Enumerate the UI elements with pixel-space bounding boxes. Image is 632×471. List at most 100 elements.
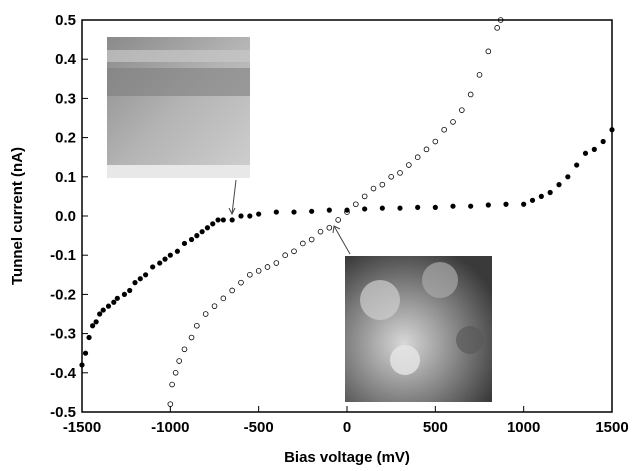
x-tick-label: -1500 [63, 419, 101, 436]
data-point [247, 213, 253, 219]
data-point [600, 138, 606, 145]
data-point [300, 240, 306, 247]
data-point [459, 107, 465, 113]
y-tick-label: 0.0 [55, 208, 76, 225]
data-point [309, 208, 315, 214]
data-point [215, 217, 221, 223]
data-point [93, 319, 99, 325]
y-tick-label: -0.5 [50, 404, 76, 421]
data-point [143, 272, 149, 278]
data-point [574, 162, 580, 168]
data-point [406, 162, 412, 168]
data-point [344, 207, 350, 213]
data-point [256, 211, 262, 217]
data-point [167, 401, 174, 407]
data-point [485, 48, 492, 55]
data-point [199, 229, 205, 235]
data-point [220, 295, 227, 302]
x-tick-label: 1500 [595, 419, 628, 436]
data-point [485, 202, 491, 208]
data-point [127, 287, 133, 294]
data-point [432, 204, 438, 210]
data-point [335, 217, 341, 223]
data-point [137, 276, 143, 282]
data-point [291, 248, 297, 255]
data-point [450, 119, 456, 125]
data-point [344, 209, 350, 215]
data-point [79, 362, 85, 368]
x-tick-label: 1000 [507, 419, 540, 436]
data-point [247, 271, 253, 278]
data-point [273, 260, 280, 266]
data-point [379, 181, 386, 188]
data-point [220, 217, 226, 223]
data-point [503, 201, 509, 207]
arrow [228, 179, 351, 255]
data-point [317, 228, 324, 235]
data-point [497, 17, 504, 23]
data-point [282, 252, 288, 259]
data-point [476, 72, 483, 78]
data-point [582, 150, 589, 156]
data-point [538, 193, 544, 199]
data-point [211, 303, 218, 309]
data-point [291, 209, 297, 215]
data-point [90, 323, 96, 329]
data-point [181, 346, 188, 353]
x-axis-label: Bias voltage (mV) [284, 449, 410, 466]
data-point [97, 311, 103, 317]
data-point [114, 295, 120, 301]
data-point [609, 127, 615, 133]
data-point [264, 264, 271, 270]
data-point [188, 334, 195, 341]
data-point [229, 217, 235, 223]
data-point [565, 174, 571, 180]
data-point [188, 236, 195, 243]
data-point [105, 303, 112, 309]
data-point [423, 146, 430, 153]
data-point [100, 307, 106, 313]
data-point [308, 236, 315, 243]
data-point [432, 138, 439, 145]
data-point [111, 299, 117, 305]
y-tick-label: -0.3 [50, 326, 76, 343]
data-point [204, 225, 211, 231]
data-point [194, 233, 200, 239]
data-point [529, 197, 536, 203]
data-point [162, 256, 168, 262]
data-point [273, 209, 279, 215]
y-tick-label: 0.5 [55, 12, 76, 29]
data-point [86, 334, 92, 341]
data-point [414, 154, 421, 161]
data-point [397, 170, 403, 176]
inset-image [345, 256, 492, 402]
data-point [172, 369, 179, 376]
x-tick-label: 0 [343, 419, 351, 436]
data-point [415, 204, 421, 210]
data-point [468, 203, 474, 209]
data-point [362, 206, 368, 212]
y-tick-label: 0.2 [55, 130, 76, 147]
data-point [326, 207, 332, 213]
y-tick-label: 0.4 [55, 51, 77, 68]
data-point [238, 279, 244, 286]
data-point [326, 224, 333, 231]
data-point [547, 189, 553, 196]
x-tick-label: 500 [423, 419, 448, 436]
y-axis-label: Tunnel current (nA) [9, 147, 26, 285]
data-point [121, 291, 128, 297]
data-point [132, 280, 138, 286]
data-point [450, 203, 456, 209]
data-point [176, 358, 182, 364]
data-point [194, 322, 200, 329]
x-tick-label: -1000 [151, 419, 189, 436]
inset-image [107, 37, 250, 178]
data-point [181, 240, 188, 247]
data-point [494, 25, 500, 31]
y-tick-label: -0.1 [50, 247, 76, 264]
data-point [388, 174, 394, 180]
data-point [441, 126, 447, 133]
data-point [591, 146, 597, 152]
y-tick-label: 0.1 [55, 169, 76, 186]
